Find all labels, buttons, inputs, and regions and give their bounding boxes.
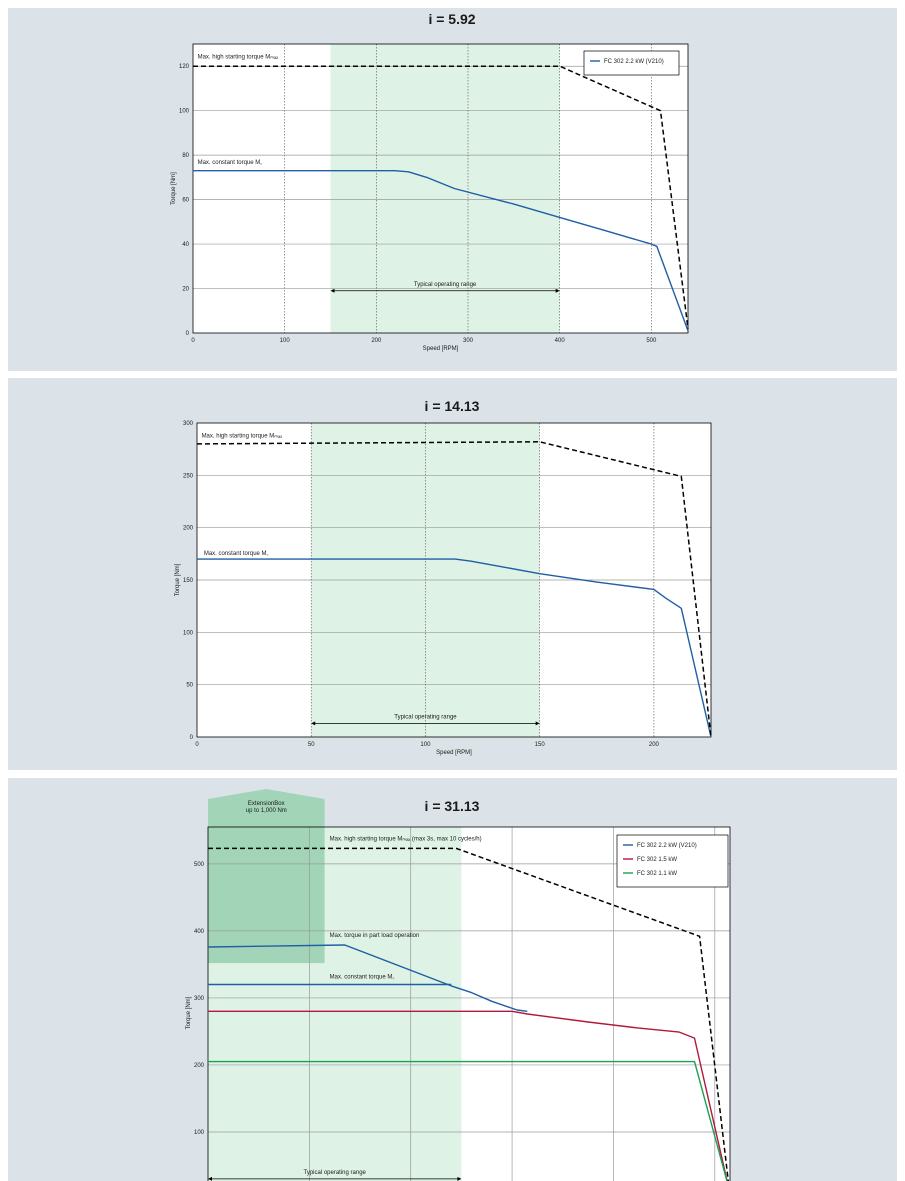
chart1-ytick-label: 100 (179, 109, 190, 115)
chart1-plot-frame (192, 43, 689, 334)
chart2-operating-range-arrowhead-left (311, 721, 316, 726)
chart3-series-fc-302-1-1-kw (208, 1060, 728, 1181)
chart1-ytick-label: 120 (179, 64, 190, 70)
chart3-ytick-label: 100 (194, 1130, 205, 1136)
chart3-series-fc-302-1-5-kw (208, 1010, 728, 1181)
chart2-xtick-label: 0 (195, 742, 199, 748)
chart2-series-max-starting-torque (196, 441, 712, 738)
chart2-xtick-label: 150 (535, 742, 546, 748)
chart3-annotation: Max. torque in part load operation (330, 933, 420, 939)
chart3-legend-label: FC 302 1.1 kW (637, 871, 677, 877)
chart1-xtick-label: 400 (555, 338, 566, 344)
chart1-x-axis-label: Speed [RPM] (423, 346, 459, 352)
chart2-title: i = 14.13 (425, 398, 480, 414)
chart2-operating-range-arrowhead-right (535, 721, 540, 726)
chart2-plot-frame (196, 422, 712, 738)
chart2-ytick-label: 0 (190, 735, 194, 741)
chart2-ytick-label: 200 (183, 526, 194, 532)
chart1-legend-box (583, 50, 680, 76)
chart2-annotation: Max. high starting torque Mₘₐₓ (202, 434, 283, 440)
chart1-operating-range-band (330, 44, 560, 333)
chart3-extension-box-label: ExtensionBox (248, 801, 285, 807)
chart1-operating-range-label: Typical operating range (414, 282, 477, 288)
chart2-annotation: Max. constant torque M꜀ (204, 551, 269, 557)
chart2-xtick-label: 100 (420, 742, 431, 748)
chart2-ytick-label: 250 (183, 473, 194, 479)
chart3-legend-box (616, 834, 729, 888)
chart1-series-fc-302-2-2-kw-v210 (193, 169, 689, 332)
chart1-xtick-label: 0 (191, 338, 195, 344)
chart1-operating-range-arrowhead-left (330, 288, 335, 293)
chart2-series-fc-302-2-2-kw-v210 (197, 558, 712, 738)
chart3-extension-box (208, 789, 325, 964)
chart2-ytick-label: 300 (183, 421, 194, 427)
chart2-xtick-label: 200 (649, 742, 660, 748)
chart1-ytick-label: 20 (182, 287, 189, 293)
chart2-operating-range-label: Typical operating range (394, 714, 457, 720)
chart2-ytick-label: 100 (183, 630, 194, 636)
chart1-legend-label: FC 302 2.2 kW (V210) (604, 59, 664, 65)
chart3-operating-range-label: Typical operating range (304, 1170, 367, 1176)
chart1-ytick-label: 0 (186, 331, 190, 337)
chart3-legend-label: FC 302 2.2 kW (V210) (637, 843, 697, 849)
chart3-plot-frame (207, 826, 731, 1181)
chart1-operating-range-arrowhead-right (555, 288, 560, 293)
chart3-ytick-label: 300 (194, 996, 205, 1002)
chart1-y-axis-label: Torque [Nm] (171, 172, 177, 205)
chart2-ytick-label: 150 (183, 578, 194, 584)
chart1-ytick-label: 40 (182, 242, 189, 248)
chart1-ytick-label: 80 (182, 153, 189, 159)
chart1-xtick-label: 300 (463, 338, 474, 344)
chart2-y-axis-label: Torque [Nm] (175, 563, 181, 596)
chart1-annotation: Max. high starting torque Mₘₐₓ (198, 54, 279, 60)
chart3-ytick-label: 200 (194, 1063, 205, 1069)
chart3-annotation: Max. high starting torque Mₘₐₓ (max 3s, … (330, 836, 482, 842)
chart1-xtick-label: 500 (646, 338, 657, 344)
chart3-annotation: Max. constant torque M꜀ (330, 974, 395, 980)
chart3-y-axis-label: Torque [Nm] (186, 996, 192, 1029)
chart3-title: i = 31.13 (425, 798, 480, 814)
chart3-extension-box-label: up to 1,000 Nm (246, 808, 287, 814)
chart1-series-max-starting-torque (193, 65, 689, 329)
chart1-ytick-label: 60 (182, 198, 189, 204)
chart1-xtick-label: 100 (280, 338, 291, 344)
chart2-ytick-label: 50 (186, 683, 193, 689)
chart3-series-max-starting-torque (208, 847, 730, 1181)
chart2-x-axis-label: Speed [RPM] (436, 750, 472, 756)
chart2-xtick-label: 50 (308, 742, 315, 748)
chart3-legend-label: FC 302 1.5 kW (637, 857, 677, 863)
chart3-ytick-label: 400 (194, 929, 205, 935)
chart3-ytick-label: 500 (194, 862, 205, 868)
chart1-title: i = 5.92 (428, 11, 475, 27)
chart1-annotation: Max. constant torque M꜀ (198, 160, 263, 166)
chart3-series-fc-302-2-2-kw-v210 (207, 944, 528, 1012)
chart1-xtick-label: 200 (371, 338, 382, 344)
